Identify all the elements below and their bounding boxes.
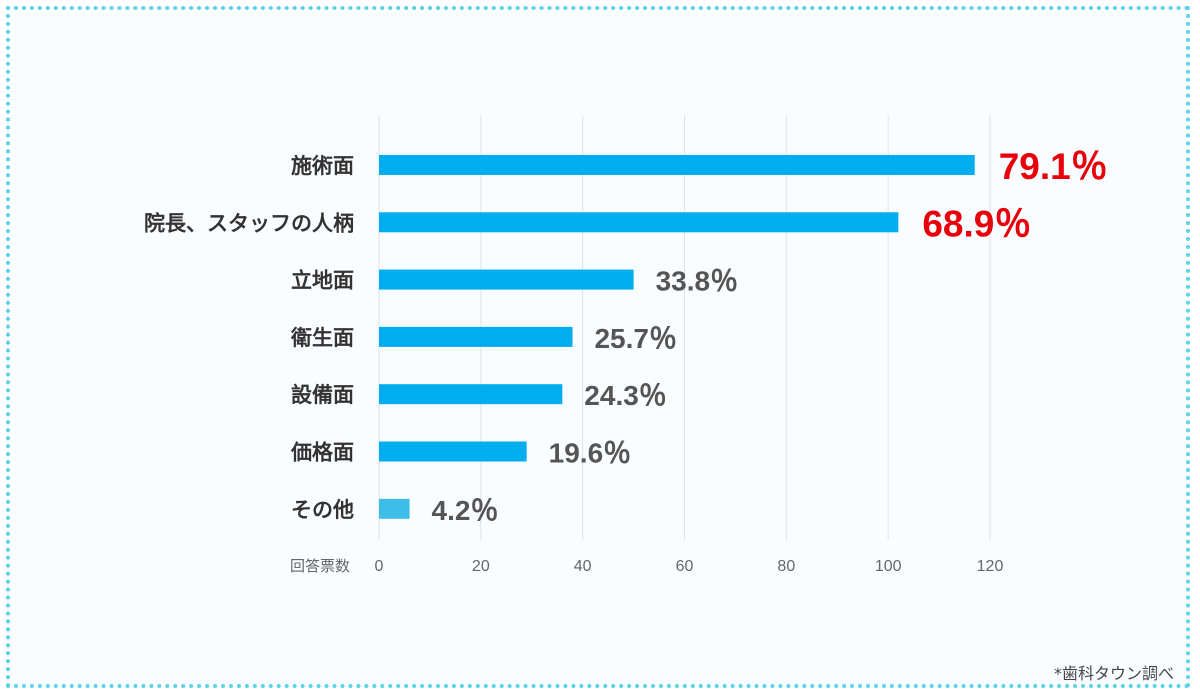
x-tick-label: 20 <box>472 558 490 575</box>
data-label: 68.9％ <box>922 203 1031 244</box>
bar <box>379 441 527 462</box>
category-label: 設備面 <box>291 383 354 407</box>
category-label: その他 <box>291 498 354 522</box>
bar <box>379 326 573 347</box>
x-tick-label: 100 <box>875 558 902 575</box>
data-label: 19.6％ <box>549 438 632 469</box>
data-label: 33.8％ <box>656 266 739 297</box>
x-tick-label: 80 <box>777 558 795 575</box>
x-tick-label: 0 <box>375 558 384 575</box>
data-label: 79.1％ <box>999 146 1108 187</box>
x-tick-label: 120 <box>977 558 1004 575</box>
bar <box>379 498 410 519</box>
x-tick-label: 40 <box>574 558 592 575</box>
x-axis-label: 回答票数 <box>290 557 350 575</box>
bar <box>379 269 634 290</box>
bar <box>379 155 975 175</box>
category-label: 院長、スタッフの人柄 <box>144 211 354 235</box>
category-label: 立地面 <box>291 269 354 293</box>
chart-frame <box>6 6 1190 688</box>
source-note: *歯科タウン調べ <box>1053 664 1174 683</box>
data-label: 4.2％ <box>432 495 499 526</box>
bar <box>379 384 563 405</box>
category-label: 価格面 <box>290 441 354 465</box>
category-label: 施術面 <box>291 154 354 178</box>
data-label: 25.7％ <box>594 323 677 354</box>
x-tick-label: 60 <box>676 558 694 575</box>
category-label: 衛生面 <box>290 326 354 350</box>
data-label: 24.3％ <box>584 380 667 411</box>
bar <box>379 212 899 233</box>
